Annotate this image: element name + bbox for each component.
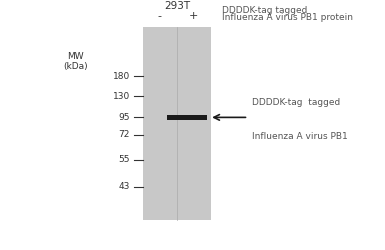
Text: DDDDK-tag  tagged: DDDDK-tag tagged [252,98,340,108]
FancyBboxPatch shape [167,115,208,119]
Text: +: + [189,11,199,21]
Text: 43: 43 [119,182,130,191]
Text: 130: 130 [112,92,130,101]
FancyBboxPatch shape [143,27,211,220]
Text: 72: 72 [119,130,130,139]
Text: 95: 95 [118,113,130,122]
Text: Influenza A virus PB1 protein: Influenza A virus PB1 protein [222,13,353,22]
Text: MW
(kDa): MW (kDa) [63,52,87,71]
Text: 180: 180 [112,72,130,81]
Text: 55: 55 [118,155,130,164]
Text: Influenza A virus PB1: Influenza A virus PB1 [252,132,348,141]
Text: -: - [158,11,162,21]
Text: 293T: 293T [164,1,190,11]
Text: DDDDK-tag tagged: DDDDK-tag tagged [222,6,307,15]
